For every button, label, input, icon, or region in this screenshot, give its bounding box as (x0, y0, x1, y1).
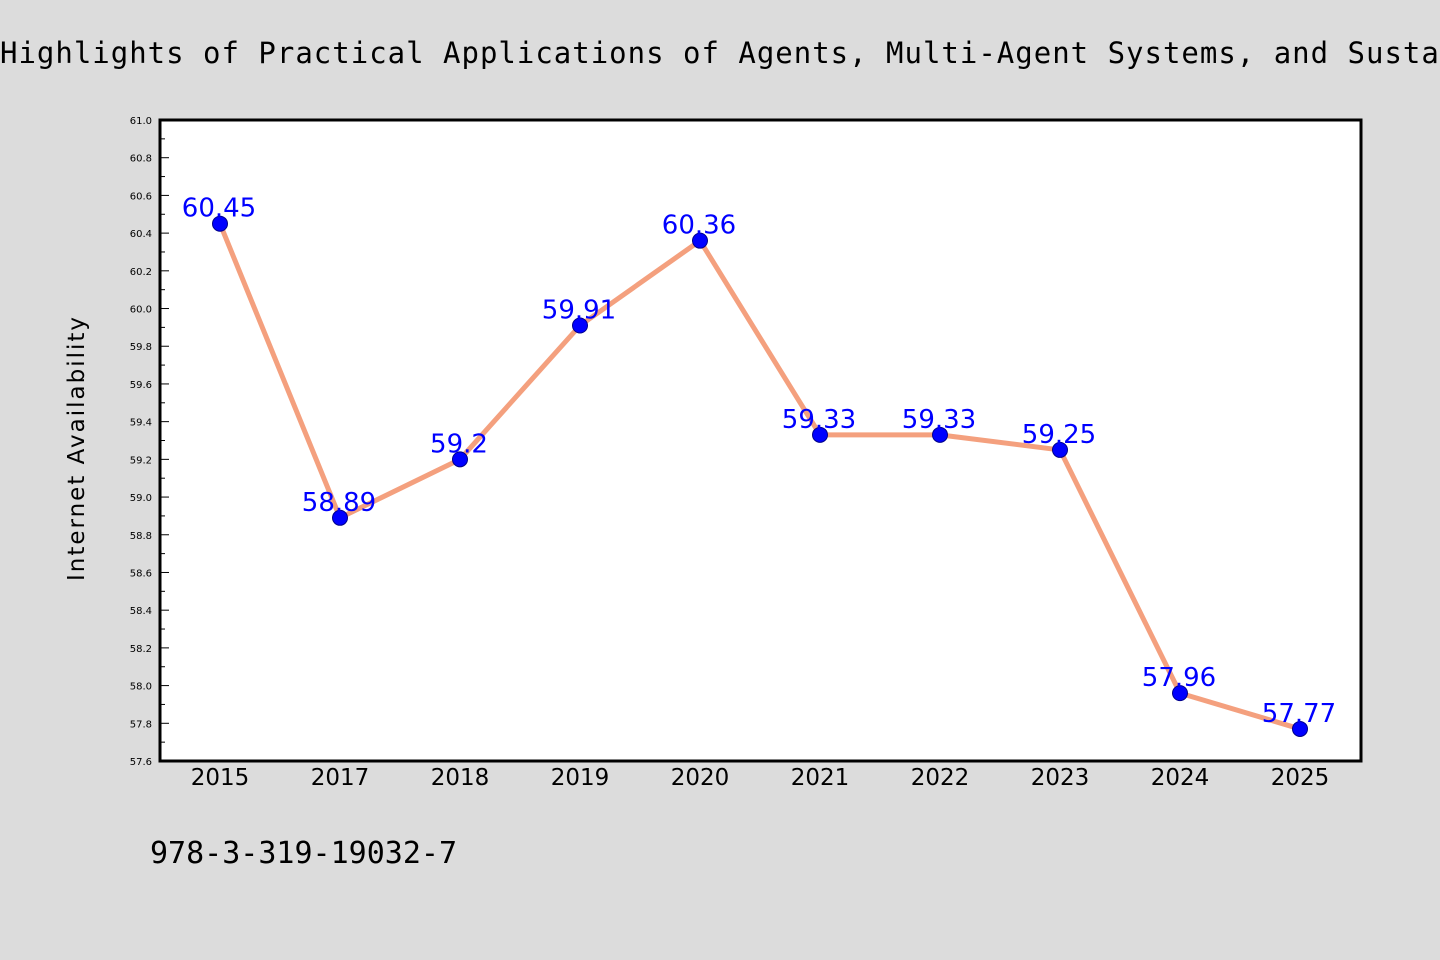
data-point (452, 451, 468, 468)
y-tick-label: 58.0 (130, 682, 152, 693)
x-tick-label: 2020 (671, 765, 730, 791)
x-tick-label: 2015 (191, 765, 250, 791)
x-tick-label: 2018 (431, 765, 490, 791)
data-label: 59.2 (430, 429, 488, 459)
plot-border (158, 118, 1363, 763)
data-point (1052, 441, 1068, 458)
y-tick-label: 60.8 (130, 154, 152, 165)
data-label: 60.45 (182, 194, 256, 224)
y-tick-label: 59.4 (130, 418, 152, 429)
data-label: 58.89 (302, 488, 376, 518)
x-tick-label: 2025 (1271, 765, 1330, 791)
y-tick-label: 58.4 (130, 606, 152, 617)
y-tick-label: 59.2 (130, 455, 152, 466)
y-tick-label: 60.0 (130, 305, 152, 316)
x-tick-label: 2021 (791, 765, 850, 791)
y-tick-label: 59.6 (130, 380, 152, 391)
y-tick-label: 60.2 (130, 267, 152, 278)
y-axis-label: Internet Availability (64, 315, 90, 581)
data-points (212, 215, 1308, 737)
y-tick-label: 58.2 (130, 644, 152, 655)
y-tick-label: 60.4 (130, 229, 152, 240)
data-point (332, 509, 348, 526)
x-tick-label: 2022 (911, 765, 970, 791)
data-point (1172, 685, 1188, 702)
x-axis: 2015 2017 2018 2019 2020 2021 2022 2023 2024 2025 (191, 765, 1330, 791)
data-label: 57.77 (1262, 699, 1336, 729)
chart-title: Highlights of Practical Applications of … (0, 36, 1440, 70)
x-tick-label: 2017 (311, 765, 370, 791)
y-tick-label: 59.8 (130, 342, 152, 353)
data-point (212, 215, 228, 232)
data-label: 57.96 (1142, 663, 1216, 693)
y-tick-label: 57.6 (130, 757, 152, 768)
data-label: 59.25 (1022, 420, 1096, 450)
y-tick-label: 57.8 (130, 719, 152, 730)
data-label: 59.33 (902, 405, 976, 435)
x-tick-label: 2024 (1151, 765, 1210, 791)
data-point (692, 232, 708, 249)
x-tick-label: 2019 (551, 765, 610, 791)
y-tick-label: 60.6 (130, 191, 152, 202)
x-tick-label: 2023 (1031, 765, 1090, 791)
data-label: 60.36 (662, 211, 736, 241)
y-tick-label: 61.0 (130, 116, 152, 127)
isbn-text: 978-3-319-19032-7 (150, 836, 457, 871)
data-point (932, 426, 948, 443)
data-point (572, 317, 588, 334)
data-series (217, 221, 1303, 732)
y-tick-label: 58.8 (130, 531, 152, 542)
data-labels: 60.45 58.89 59.2 59.91 60.36 59.33 59.33 59.25 5… (182, 194, 1336, 729)
data-label: 59.91 (542, 295, 616, 325)
series-line (217, 221, 1303, 732)
data-point (1292, 720, 1308, 737)
y-tick-label: 58.6 (130, 568, 152, 579)
y-tick-label: 59.0 (130, 493, 152, 504)
data-point (812, 426, 828, 443)
data-label: 59.33 (782, 405, 856, 435)
